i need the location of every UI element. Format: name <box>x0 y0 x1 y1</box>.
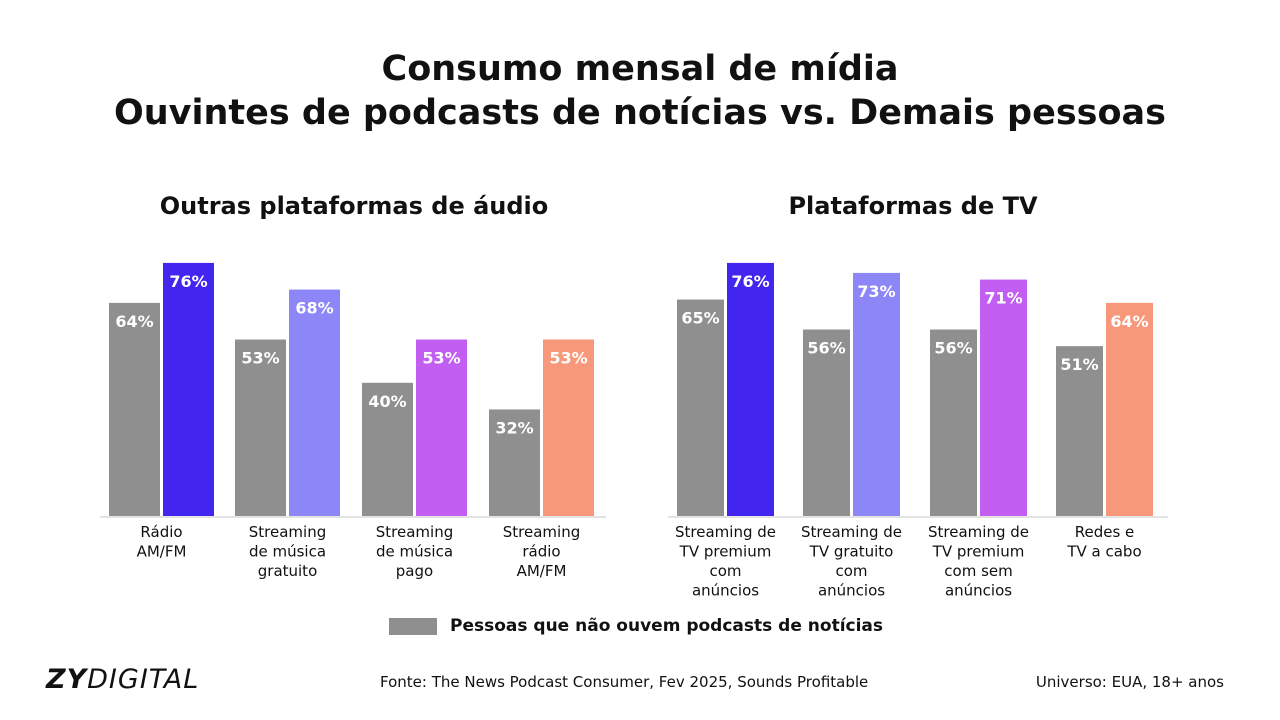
bar <box>980 279 1027 516</box>
category-label: TV a cabo <box>1066 543 1141 561</box>
category-label: gratuito <box>258 562 318 580</box>
bar <box>362 382 413 516</box>
bar <box>727 262 774 516</box>
category-label: AM/FM <box>517 562 567 580</box>
brand-logo: ZYDIGITAL <box>46 664 199 695</box>
category-label: Streaming de <box>928 523 1029 541</box>
bar <box>677 299 724 516</box>
bar <box>1106 302 1153 516</box>
category-label: de música <box>249 543 326 561</box>
bar <box>109 302 160 516</box>
category-label: anúncios <box>945 582 1012 600</box>
data-label: 73% <box>857 282 895 301</box>
category-label: Streaming de <box>675 523 776 541</box>
category-label: com <box>709 562 741 580</box>
bar <box>289 289 340 516</box>
data-label: 53% <box>422 349 460 368</box>
legend-swatch <box>389 617 437 635</box>
category-label: TV premium <box>932 543 1025 561</box>
category-label: TV gratuito <box>809 543 894 561</box>
universe-note: Universo: EUA, 18+ anos <box>1035 673 1224 691</box>
bar <box>930 329 977 516</box>
source-note: Fonte: The News Podcast Consumer, Fev 20… <box>380 673 869 691</box>
data-label: 56% <box>934 339 972 358</box>
category-label: pago <box>396 562 433 580</box>
category-label: anúncios <box>692 582 759 600</box>
category-label: com sem <box>944 562 1012 580</box>
data-label: 71% <box>984 289 1022 308</box>
category-label: Streaming <box>503 523 580 541</box>
bar <box>543 339 594 516</box>
category-label: Streaming <box>249 523 326 541</box>
data-label: 64% <box>1110 312 1148 331</box>
legend-label: Pessoas que não ouvem podcasts de notíci… <box>450 616 884 636</box>
bar <box>163 262 214 516</box>
category-label: TV premium <box>679 543 772 561</box>
data-label: 40% <box>368 392 406 411</box>
category-label: AM/FM <box>137 543 187 561</box>
category-label: Streaming de <box>801 523 902 541</box>
panel-title-audio: Outras plataformas de áudio <box>159 192 549 220</box>
data-label: 76% <box>731 272 769 291</box>
chart-title-line-1: Consumo mensal de mídia <box>381 49 899 89</box>
chart-title-line-2: Ouvintes de podcasts de notícias vs. Dem… <box>114 93 1166 133</box>
data-label: 64% <box>115 312 153 331</box>
category-label: Redes e <box>1075 523 1135 541</box>
category-label: de música <box>376 543 453 561</box>
data-label: 51% <box>1060 355 1098 374</box>
bar <box>489 409 540 516</box>
bar <box>235 339 286 516</box>
data-label: 65% <box>681 309 719 328</box>
bar <box>416 339 467 516</box>
data-label: 76% <box>169 272 207 291</box>
bar <box>853 272 900 516</box>
category-label: com <box>835 562 867 580</box>
data-label: 53% <box>549 349 587 368</box>
data-label: 56% <box>807 339 845 358</box>
legend: Pessoas que não ouvem podcasts de notíci… <box>389 616 883 636</box>
category-label: anúncios <box>818 582 885 600</box>
bar <box>803 329 850 516</box>
data-label: 53% <box>241 349 279 368</box>
data-label: 68% <box>295 299 333 318</box>
panel-title-tv: Plataformas de TV <box>788 192 1038 220</box>
logo-bold-text: ZY <box>46 664 88 695</box>
bar <box>1056 346 1103 516</box>
category-label: rádio <box>522 543 560 561</box>
data-label: 32% <box>495 418 533 437</box>
category-label: Streaming <box>376 523 453 541</box>
logo-light-text: DIGITAL <box>87 664 200 695</box>
category-label: Rádio <box>140 523 182 541</box>
